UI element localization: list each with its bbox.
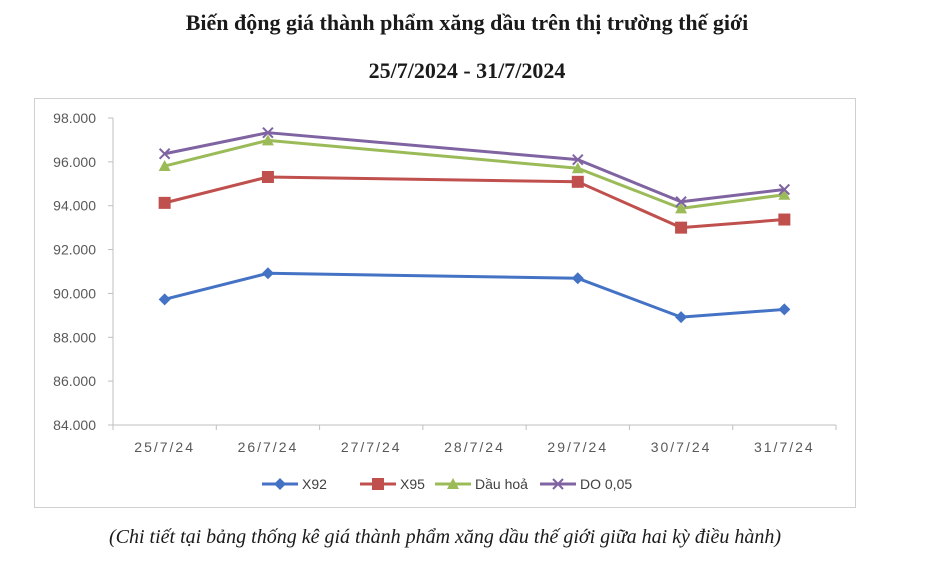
series-line-x95 <box>164 175 785 230</box>
y-tick-label: 86.000 <box>53 373 96 389</box>
legend-label-x92: X92 <box>302 476 327 492</box>
data-point-do-0-05 <box>262 126 274 139</box>
x-tick-label: 26/7/24 <box>238 439 299 455</box>
data-point-x92 <box>571 272 584 285</box>
data-point-x92 <box>778 303 791 316</box>
data-point-x95 <box>778 213 791 226</box>
legend-label-do-0-05: DO 0,05 <box>580 476 632 492</box>
y-tick-label: 84.000 <box>53 417 96 433</box>
data-point-do-0-05 <box>675 196 687 208</box>
data-point-d-u-ho- <box>261 134 274 146</box>
legend-marker-d-u-ho- <box>447 478 459 489</box>
x-tick-label: 29/7/24 <box>547 439 608 455</box>
y-tick-label: 88.000 <box>53 329 96 345</box>
data-point-do-0-05 <box>572 153 584 166</box>
data-point-do-0-05 <box>778 183 791 196</box>
legend-marker-x92 <box>274 478 286 490</box>
series-line-x92 <box>164 271 785 319</box>
data-point-x95 <box>571 175 584 188</box>
x-tick-label: 27/7/24 <box>341 439 402 455</box>
chart-subtitle: 25/7/2024 - 31/7/2024 <box>368 58 566 83</box>
data-point-x92 <box>261 267 274 280</box>
data-point-x95 <box>158 196 171 209</box>
data-point-x92 <box>675 311 688 324</box>
y-tick-label: 92.000 <box>53 242 96 258</box>
y-tick-label: 90.000 <box>53 285 96 301</box>
data-point-d-u-ho- <box>158 160 171 172</box>
data-point-x95 <box>261 170 274 183</box>
legend-marker-x95 <box>372 478 384 490</box>
y-tick-label: 98.000 <box>53 110 96 126</box>
data-point-x95 <box>675 221 688 234</box>
chart-title: Biến động giá thành phẩm xăng dầu trên t… <box>185 10 749 35</box>
y-tick-label: 94.000 <box>53 198 96 214</box>
data-point-do-0-05 <box>158 148 171 160</box>
x-tick-label: 28/7/24 <box>444 439 505 455</box>
data-point-d-u-ho- <box>778 188 791 200</box>
x-tick-label: 30/7/24 <box>651 439 712 455</box>
y-tick-label: 96.000 <box>53 154 96 170</box>
legend-marker-do-0-05 <box>552 478 564 490</box>
chart-caption: (Chi tiết tại bảng thống kê giá thành ph… <box>108 526 782 548</box>
data-point-d-u-ho- <box>571 162 584 174</box>
data-point-d-u-ho- <box>675 202 688 214</box>
data-point-x92 <box>158 293 171 306</box>
x-tick-label: 31/7/24 <box>754 439 815 455</box>
legend-label-x95: X95 <box>400 476 425 492</box>
x-tick-label: 25/7/24 <box>134 439 195 455</box>
chart-area <box>34 98 856 508</box>
legend-label-d-u-ho-: Dầu hoả <box>475 476 528 492</box>
